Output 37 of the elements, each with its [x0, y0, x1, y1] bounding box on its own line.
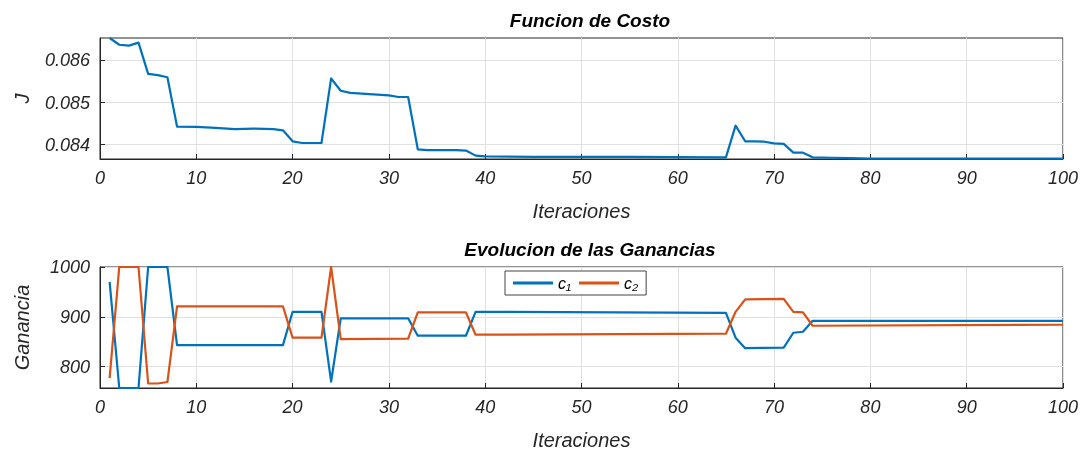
x-tick-label: 60: [667, 168, 688, 188]
x-tick-label: 50: [571, 168, 592, 188]
legend-label: c₁: [558, 274, 572, 291]
x-tick-label: 60: [667, 396, 688, 417]
x-tick-label: 90: [956, 396, 977, 417]
y-axis-title: Ganancia: [11, 284, 33, 370]
x-tick-label: 0: [94, 396, 106, 417]
x-tick-label: 0: [94, 168, 106, 188]
x-tick-label: 20: [281, 396, 303, 417]
x-tick-label: 100: [1047, 168, 1079, 188]
y-tick-label: 0.085: [44, 92, 91, 113]
x-axis-title: Iteraciones: [532, 428, 631, 451]
x-tick-label: 40: [475, 168, 496, 188]
x-tick-label: 40: [475, 396, 496, 417]
x-tick-label: 10: [186, 396, 207, 417]
chart-title: Evolucion de las Ganancias: [464, 238, 716, 260]
y-tick-label: 1000: [49, 256, 90, 277]
x-tick-label: 30: [378, 168, 399, 188]
x-tick-label: 20: [281, 168, 303, 188]
legend-label: c₂: [624, 274, 639, 291]
chart-title: Funcion de Costo: [509, 10, 671, 31]
y-tick-label: 800: [59, 356, 90, 377]
x-axis-title: Iteraciones: [532, 200, 631, 222]
x-tick-label: 100: [1047, 396, 1079, 417]
x-tick-label: 70: [764, 396, 785, 417]
x-tick-label: 50: [571, 396, 592, 417]
line-series: [108, 36, 1065, 160]
x-tick-label: 30: [378, 396, 399, 417]
x-tick-label: 90: [956, 168, 977, 188]
x-tick-label: 70: [764, 168, 785, 188]
y-tick-label: 0.086: [44, 50, 91, 71]
y-tick-label: 0.084: [44, 134, 90, 155]
x-tick-label: 80: [860, 396, 881, 417]
x-tick-label: 80: [860, 168, 881, 188]
x-tick-label: 10: [186, 168, 207, 188]
y-axis-title: J: [11, 92, 33, 105]
y-tick-label: 900: [59, 306, 90, 327]
